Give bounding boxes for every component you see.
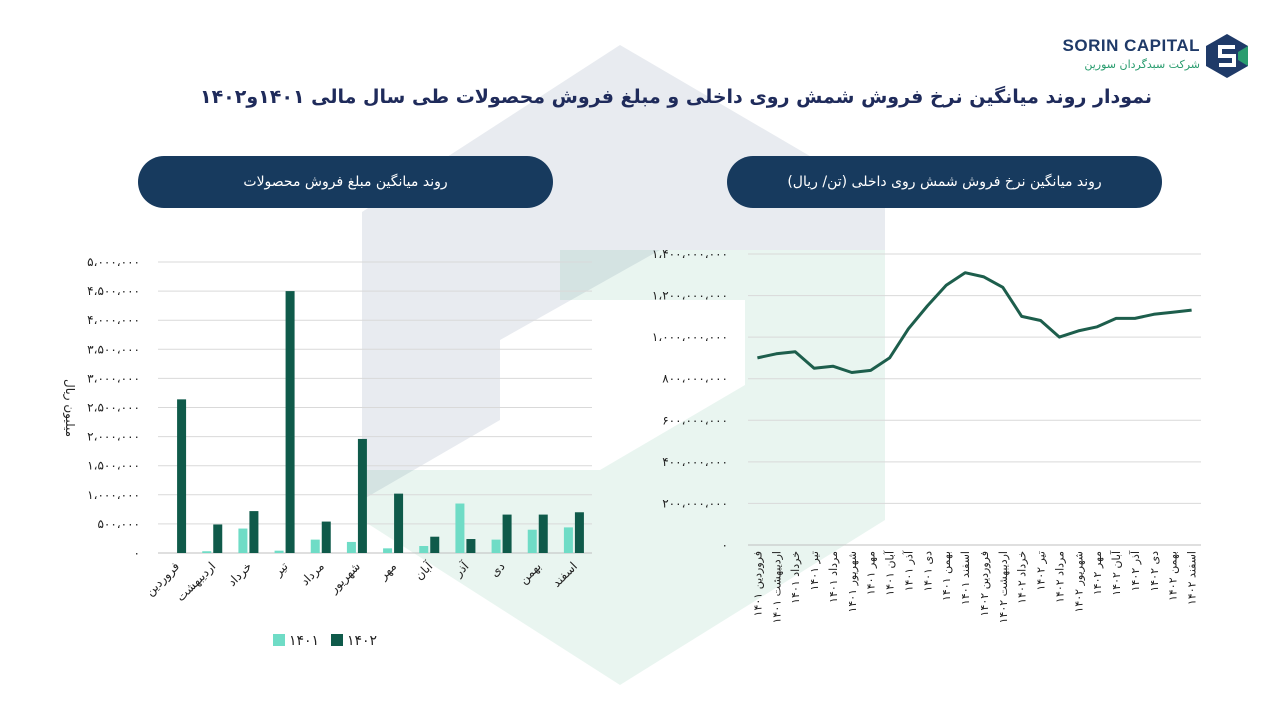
line-chart-title-pill: روند میانگین نرخ فروش شمش روی داخلی (تن/… [727,156,1162,208]
legend-label-1402: ۱۴۰۲ [347,633,377,649]
x-tick-label: تیر [270,559,291,580]
x-tick-label: مهر [375,559,399,583]
x-tick-label: خرداد ۱۴۰۱ [789,551,802,604]
y-tick-label: ۳،۰۰۰،۰۰۰ [87,371,140,385]
x-tick-label: شهریور [326,559,364,597]
x-tick-label: دی [487,559,507,579]
x-tick-label: آذر ۱۴۰۱ [901,550,915,591]
bar-1402 [285,291,295,553]
x-tick-label: اردیبهشت [174,559,220,605]
bar-1401 [346,541,356,553]
x-tick-label: فروردین ۱۴۰۱ [751,551,764,616]
bar-1402 [357,438,367,553]
x-tick-label: آذر ۱۴۰۲ [1128,550,1142,591]
x-tick-label: اسفند ۱۴۰۱ [959,551,972,605]
x-tick-label: شهریور ۱۴۰۱ [846,551,859,613]
y-tick-label: ۰ [134,546,140,560]
logo: SORIN CAPITAL شرکت سبدگردان سورین [1063,36,1200,71]
bar-1402 [538,514,548,553]
bar-1402 [213,524,223,553]
bar-1401 [419,546,429,553]
x-tick-label: دی ۱۴۰۲ [1148,551,1161,592]
bar-1402 [502,514,512,553]
x-tick-label: مرداد ۱۴۰۱ [827,551,840,603]
bar-chart-title-pill: روند میانگین مبلغ فروش محصولات [138,156,553,208]
bar-1401 [383,548,393,553]
x-tick-label: شهریور ۱۴۰۲ [1072,551,1085,613]
y-tick-label: ۶۰۰،۰۰۰،۰۰۰ [662,413,728,427]
x-tick-label: اسفند [549,559,580,590]
legend-swatch-1402 [331,634,343,646]
line-chart-title: روند میانگین نرخ فروش شمش روی داخلی (تن/… [787,174,1102,190]
bar-1402 [249,511,259,553]
y-tick-label: ۱،۰۰۰،۰۰۰،۰۰۰ [652,330,728,344]
bar-1401 [274,550,284,553]
x-tick-label: تیر ۱۴۰۱ [808,551,821,591]
bar-1402 [574,512,584,553]
bar-1401 [202,551,212,553]
x-tick-label: آذر [450,558,473,581]
y-tick-label: ۴،۰۰۰،۰۰۰ [87,313,140,327]
x-tick-label: آبان ۱۴۰۱ [883,550,897,596]
logo-icon [1206,34,1248,78]
x-tick-label: مرداد ۱۴۰۲ [1053,551,1066,603]
y-axis-label: میلیون ریال [62,379,77,437]
y-tick-label: ۱،۴۰۰،۰۰۰،۰۰۰ [652,247,728,261]
x-tick-label: مرداد [298,559,328,589]
x-tick-label: مهر ۱۴۰۲ [1091,551,1104,595]
y-tick-label: ۲،۰۰۰،۰۰۰ [87,430,140,444]
x-tick-label: خرداد ۱۴۰۲ [1016,551,1029,604]
bar-1401 [563,527,573,553]
legend-swatch-1401 [273,634,285,646]
x-tick-label: آبان ۱۴۰۲ [1109,550,1123,596]
x-tick-label: مهر ۱۴۰۱ [865,551,878,595]
bar-1402 [394,493,404,553]
x-tick-label: تیر ۱۴۰۲ [1035,551,1048,591]
y-tick-label: ۱،۲۰۰،۰۰۰،۰۰۰ [652,289,728,303]
bar-1402 [177,399,187,553]
legend-label-1401: ۱۴۰۱ [289,633,319,649]
x-tick-label: اردیبهشت ۱۴۰۲ [997,551,1010,623]
y-tick-label: ۱،۵۰۰،۰۰۰ [87,459,140,473]
bar-1402 [321,521,331,553]
y-tick-label: ۰ [722,538,728,552]
bar-1401 [455,503,465,553]
y-tick-label: ۵۰۰،۰۰۰ [97,517,140,531]
x-tick-label: اردیبهشت ۱۴۰۱ [770,551,783,623]
y-tick-label: ۴،۵۰۰،۰۰۰ [87,284,140,298]
x-tick-label: اسفند ۱۴۰۲ [1186,551,1199,605]
x-tick-label: بهمن [516,559,544,587]
bar-1402 [430,536,440,553]
x-tick-label: فروردین ۱۴۰۲ [978,551,991,616]
line-chart: ۰ ۲۰۰،۰۰۰،۰۰۰ ۴۰۰،۰۰۰،۰۰۰ ۶۰۰،۰۰۰،۰۰۰ ۸۰۰،۰۰… [652,247,1201,623]
x-tick-label: بهمن ۱۴۰۱ [940,551,953,601]
page-title: نمودار روند میانگین نرخ فروش شمش روی داخ… [199,86,1152,108]
x-tick-label: دی ۱۴۰۱ [921,551,934,592]
bar-1402 [466,539,476,553]
logo-subtitle: شرکت سبدگردان سورین [1084,58,1200,71]
bar-chart: ۰ ۵۰۰،۰۰۰ ۱،۰۰۰،۰۰۰ ۱،۵۰۰،۰۰۰ ۲،۰۰۰،۰۰۰ ۲،۵۰۰… [62,255,592,649]
x-tick-label: بهمن ۱۴۰۲ [1167,551,1180,601]
y-tick-label: ۸۰۰،۰۰۰،۰۰۰ [662,372,728,386]
y-tick-label: ۱،۰۰۰،۰۰۰ [87,488,140,502]
bar-1401 [310,539,320,553]
x-tick-label: آبان [411,558,436,583]
y-tick-label: ۴۰۰،۰۰۰،۰۰۰ [662,455,728,469]
y-tick-label: ۲۰۰،۰۰۰،۰۰۰ [662,496,728,510]
y-tick-label: ۲،۵۰۰،۰۰۰ [87,401,140,415]
logo-title: SORIN CAPITAL [1062,36,1200,55]
bar-1401 [238,528,248,553]
bar-1401 [491,539,501,553]
y-tick-label: ۳،۵۰۰،۰۰۰ [87,342,140,356]
line-series [757,271,1192,374]
x-tick-label: خرداد [225,559,255,589]
y-tick-label: ۵،۰۰۰،۰۰۰ [87,255,140,269]
bar-1401 [527,529,537,553]
bar-chart-title: روند میانگین مبلغ فروش محصولات [243,174,448,190]
